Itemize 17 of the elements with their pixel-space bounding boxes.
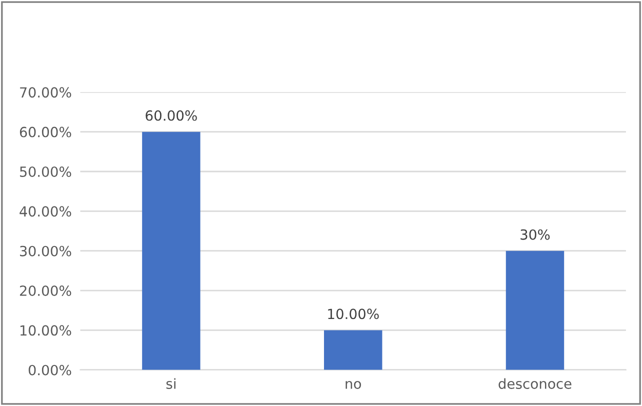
y-tick-label: 20.00%	[20, 285, 72, 296]
x-tick-label: si	[166, 378, 176, 389]
data-label: 60.00%	[146, 110, 197, 121]
y-tick-label: 0.00%	[28, 364, 72, 376]
data-label: 30%	[520, 229, 550, 240]
bar	[506, 250, 564, 370]
bar	[142, 132, 200, 370]
x-tick-label: desconoce	[498, 378, 572, 389]
bar	[324, 330, 382, 370]
data-label: 10.00%	[328, 308, 379, 320]
y-tick-label: 40.00%	[20, 206, 72, 217]
y-tick-label: 10.00%	[20, 325, 72, 336]
x-tick-label: no	[346, 380, 361, 389]
y-tick-label: 50.00%	[20, 166, 72, 177]
y-tick-label: 70.00%	[20, 87, 72, 98]
y-tick-label: 30.00%	[20, 246, 72, 256]
y-tick-label: 60.00%	[20, 126, 72, 138]
